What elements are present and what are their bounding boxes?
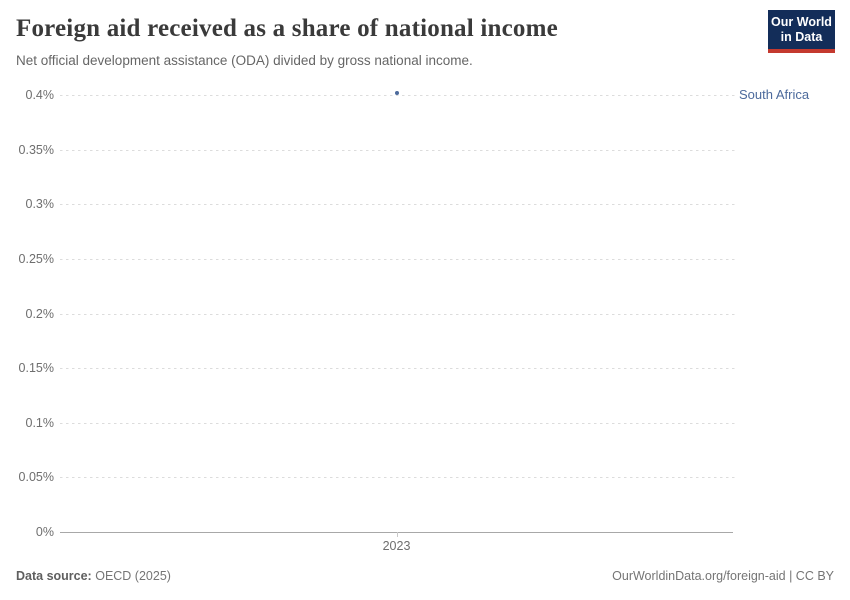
x-axis-tick-mark — [396, 532, 398, 537]
y-axis-tick-label: 0.4% — [25, 88, 55, 102]
owid-logo-line1: Our World — [771, 15, 832, 29]
gridline — [60, 368, 735, 370]
y-axis-tick-label: 0.1% — [25, 415, 55, 430]
page-subtitle: Net official development assistance (ODA… — [16, 53, 473, 68]
gridline — [60, 258, 735, 260]
y-axis-tick-label: 0.15% — [18, 361, 54, 376]
y-axis-tick-label: 0% — [35, 525, 54, 539]
gridline — [60, 204, 735, 206]
y-axis-tick-label: 0.35% — [18, 142, 54, 157]
y-axis-tick-label: 0.25% — [18, 251, 54, 266]
data-source-note: Data source: OECD (2025) — [16, 569, 171, 583]
data-point-south-africa[interactable] — [394, 91, 399, 95]
license-link[interactable]: OurWorldinData.org/foreign-aid | CC BY — [612, 569, 834, 583]
gridline — [60, 313, 735, 315]
y-axis-tick-label: 0.3% — [25, 197, 55, 212]
gridline — [60, 422, 735, 424]
owid-logo[interactable]: Our World in Data — [768, 10, 835, 53]
owid-logo-line2: in Data — [780, 29, 823, 44]
data-source-value: OECD (2025) — [95, 569, 171, 583]
page-title: Foreign aid received as a share of natio… — [16, 15, 558, 42]
gridline — [60, 95, 735, 96]
gridline — [60, 149, 735, 151]
entity-label-south-africa[interactable]: South Africa — [739, 87, 810, 102]
x-axis-tick-label: 2023 — [382, 539, 411, 553]
y-axis-tick-label: 0.05% — [18, 470, 54, 485]
gridline — [60, 477, 735, 479]
y-axis-tick-label: 0.2% — [25, 306, 55, 321]
data-source-label: Data source: — [16, 569, 92, 583]
